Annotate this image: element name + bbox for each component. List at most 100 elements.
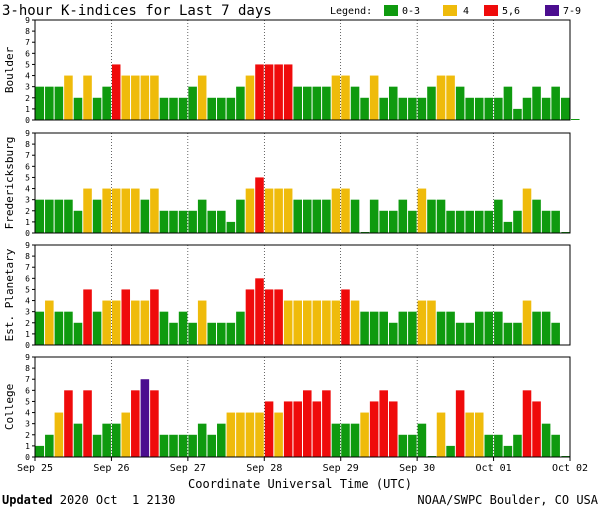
k-bar (159, 97, 169, 120)
chart-title: 3-hour K-indices for Last 7 days (2, 3, 272, 19)
k-bar (427, 199, 436, 233)
k-bar (331, 423, 341, 457)
k-bar (369, 75, 379, 120)
k-bar (73, 210, 83, 233)
k-bar (513, 322, 522, 345)
k-bar (436, 311, 446, 345)
k-bar (465, 97, 474, 120)
k-bar (360, 412, 369, 457)
k-bar (494, 97, 503, 120)
k-bar (427, 86, 436, 120)
k-bar (322, 390, 331, 457)
k-bar (293, 300, 302, 345)
k-bar (417, 97, 427, 120)
k-bar (398, 97, 408, 120)
k-bar (274, 188, 283, 233)
k-bar (45, 300, 54, 345)
k-bar (474, 412, 484, 457)
k-bar (408, 97, 417, 120)
k-bar (417, 188, 427, 233)
k-bar (303, 300, 312, 345)
k-bar (474, 311, 484, 345)
k-bar (331, 300, 341, 345)
k-bar (207, 434, 217, 457)
k-bar (455, 210, 465, 233)
k-bar (54, 412, 64, 457)
panel-frame (34, 356, 571, 458)
k-bar (217, 322, 226, 345)
k-bar (64, 75, 73, 120)
y-tick-label: 9 (25, 353, 30, 362)
k-bar (379, 390, 388, 457)
k-bar (236, 412, 245, 457)
k-bar (92, 97, 102, 120)
k-bar (169, 434, 178, 457)
k-bar (188, 434, 197, 457)
y-tick-label: 7 (25, 38, 30, 47)
k-bar (35, 199, 45, 233)
y-tick-label: 5 (25, 285, 30, 294)
k-bar (350, 86, 360, 120)
legend-swatch-0-3 (384, 5, 398, 16)
k-bar (140, 199, 150, 233)
k-bar (45, 86, 54, 120)
k-bar (571, 119, 580, 120)
k-bar (408, 434, 417, 457)
y-tick-label: 4 (25, 185, 30, 194)
k-bar (274, 64, 283, 120)
x-tick-label: Sep 29 (323, 463, 359, 474)
k-bar (111, 188, 121, 233)
k-bar (264, 188, 274, 233)
k-bar (494, 199, 503, 233)
k-bar (427, 300, 436, 345)
k-bar (322, 199, 331, 233)
y-tick-label: 6 (25, 162, 30, 171)
k-bar (274, 412, 283, 457)
k-bar (131, 75, 140, 120)
k-bar (322, 300, 331, 345)
k-bar (455, 390, 465, 457)
k-bar (73, 322, 83, 345)
y-tick-label: 4 (25, 72, 30, 81)
k-bar (140, 379, 150, 457)
k-bar (102, 188, 111, 233)
k-bar (150, 188, 159, 233)
k-bar (188, 210, 197, 233)
k-bar (503, 445, 513, 457)
k-bar (102, 423, 111, 457)
legend-label: Legend: (330, 6, 372, 17)
panel-fredericksburg: 0 1 2 3 4 5 6 7 8 9 Fredericksburg (3, 129, 571, 238)
y-tick-label: 8 (25, 27, 30, 36)
k-bar (150, 289, 159, 345)
y-tick-label: 6 (25, 49, 30, 58)
legend-text-0-3: 0-3 (402, 6, 420, 17)
k-bar (131, 390, 140, 457)
k-bar (245, 75, 255, 120)
y-tick-label: 7 (25, 263, 30, 272)
legend-swatch-5-6 (484, 5, 498, 16)
k-bar (35, 445, 45, 457)
k-bar (245, 412, 255, 457)
k-bar (503, 86, 513, 120)
k-bar (532, 199, 541, 233)
k-bar (341, 188, 350, 233)
k-bar (131, 188, 140, 233)
k-bar (264, 401, 274, 457)
k-bar (474, 97, 484, 120)
y-tick-label: 5 (25, 60, 30, 69)
k-bar (465, 210, 474, 233)
k-bar (398, 311, 408, 345)
k-bar (303, 390, 312, 457)
k-bar (121, 412, 131, 457)
panel-frame (34, 244, 571, 346)
k-bar (83, 289, 92, 345)
k-bar (388, 322, 398, 345)
k-bar (54, 86, 64, 120)
k-bar (369, 401, 379, 457)
footer-updated-label: Updated (2, 493, 53, 507)
k-bar (83, 390, 92, 457)
y-tick-label: 8 (25, 364, 30, 373)
k-bar (150, 75, 159, 120)
y-tick-label: 2 (25, 94, 30, 103)
panel-label: College (3, 384, 16, 430)
